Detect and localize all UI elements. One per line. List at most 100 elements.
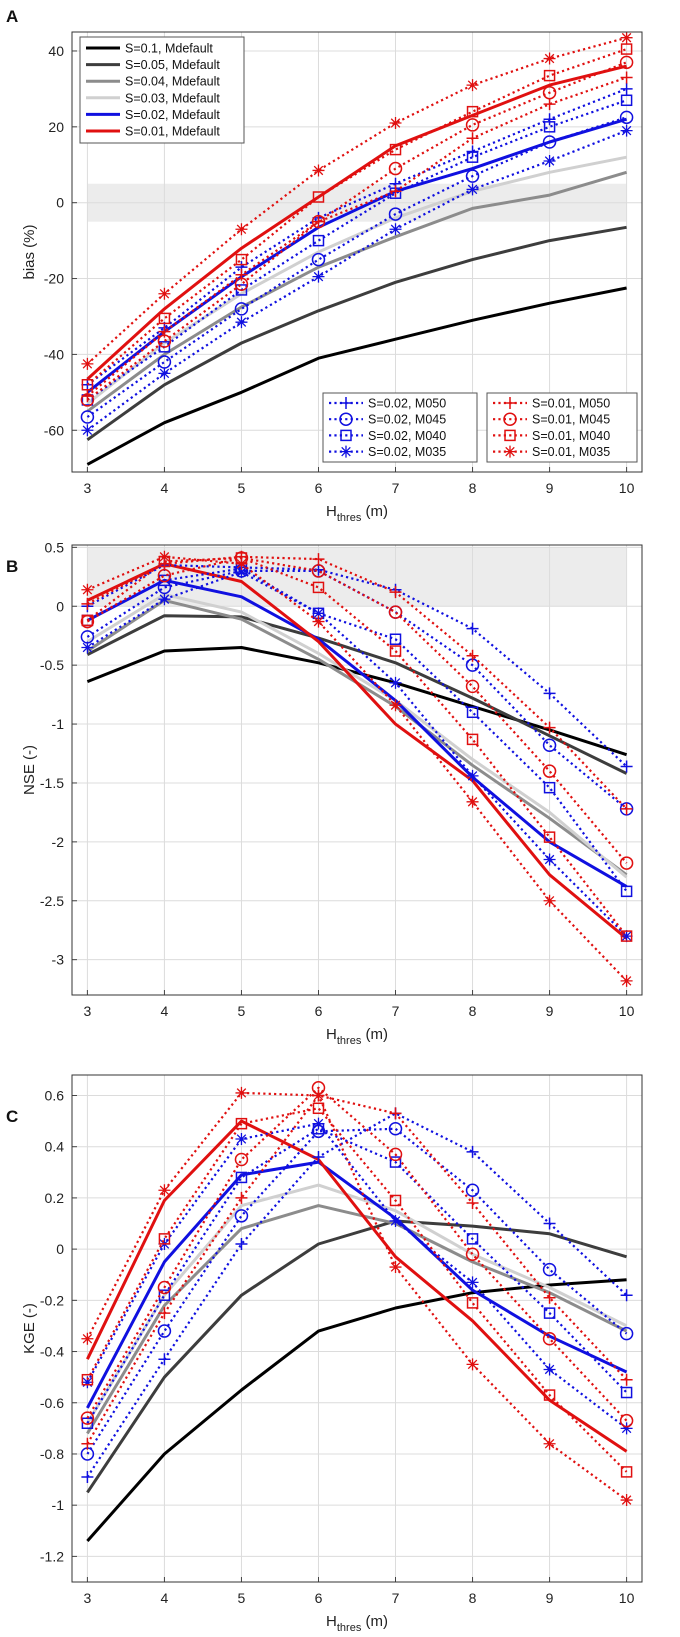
data-marker [542, 738, 557, 753]
x-tick-label: 3 [84, 480, 92, 496]
y-tick-label: 0.6 [45, 1087, 65, 1103]
series-line [86, 1091, 628, 1501]
data-marker [619, 1326, 634, 1341]
x-tick-label: 4 [161, 1003, 169, 1019]
legend-entry: S=0.02, M045 [329, 412, 446, 427]
data-marker [312, 1150, 325, 1163]
data-marker [542, 135, 557, 149]
data-marker [542, 1262, 557, 1277]
legend-marker [504, 397, 516, 409]
data-marker [81, 583, 94, 596]
data-marker [543, 154, 556, 167]
data-marker [620, 1422, 633, 1435]
series-line [86, 1086, 628, 1422]
data-marker [620, 1386, 633, 1399]
data-marker [389, 185, 402, 198]
legend-label: S=0.05, Mdefault [125, 58, 220, 72]
data-marker [543, 1291, 556, 1304]
series-line [86, 646, 628, 757]
data-marker [388, 207, 403, 221]
y-tick-label: -1.2 [40, 1548, 64, 1564]
y-tick-label: 0 [56, 598, 64, 614]
data-marker [542, 1331, 557, 1346]
data-marker [312, 270, 325, 283]
x-tick-label: 4 [161, 1590, 169, 1606]
x-tick-label: 10 [619, 1003, 635, 1019]
data-marker [235, 284, 248, 296]
data-marker [543, 121, 556, 133]
data-marker [81, 379, 94, 391]
data-marker [158, 593, 171, 606]
legend-marker [503, 412, 517, 426]
panel-c-kge-chart: 3 4 5 6 7 8 9 10 -1.2 -1 -0.8 -0.6 -0.4 -0.2 0 0.2 0.4 0.… [21, 1074, 643, 1634]
series-group [80, 1081, 634, 1542]
data-marker [465, 1183, 480, 1197]
data-marker [466, 1145, 479, 1158]
x-tick-label: 7 [392, 1003, 400, 1019]
data-marker [466, 733, 479, 746]
legend-entry: S=0.01, M050 [493, 397, 610, 411]
series-line [86, 1094, 628, 1445]
series-line [86, 76, 627, 397]
data-marker [388, 605, 403, 619]
series-line [86, 555, 628, 982]
data-marker [157, 1280, 172, 1295]
x-tick-label: 10 [619, 480, 635, 496]
data-marker [81, 357, 94, 370]
data-marker [388, 1147, 403, 1162]
series-line [86, 1127, 628, 1455]
legend-red-variants: S=0.01, M050 S=0.01, M045 S=0.01, M040 S=0.… [486, 392, 638, 463]
y-tick-label: 40 [48, 43, 64, 59]
legend-box [322, 392, 478, 463]
legend-label: S=0.01, M050 [532, 397, 610, 411]
legend-label: S=0.02, Mdefault [125, 108, 220, 122]
data-marker [311, 564, 326, 578]
data-marker [235, 1191, 248, 1204]
data-marker [312, 615, 325, 628]
series-line [86, 1160, 628, 1409]
data-marker [619, 1413, 634, 1428]
data-marker [620, 71, 633, 84]
data-marker [389, 223, 402, 236]
x-tick-label: 9 [546, 1003, 554, 1019]
x-tick-label: 6 [315, 1590, 323, 1606]
x-tick-label: 3 [84, 1003, 92, 1019]
data-marker [312, 191, 325, 203]
data-marker [81, 614, 94, 627]
data-marker [619, 110, 634, 125]
data-marker [466, 183, 479, 196]
data-marker [466, 1233, 479, 1245]
panel-b-nse-chart: 3 4 5 6 7 8 9 10 -3 -2.5 -2 -1.5 -1 -0.5 0 0.5 Hthres (m… [21, 539, 643, 1047]
data-marker [80, 410, 95, 424]
x-tick-label: 7 [392, 480, 400, 496]
series-line [86, 1183, 628, 1424]
legend-entry: S=0.02, Mdefault [86, 108, 220, 122]
x-tick-label: 8 [469, 480, 477, 496]
panel-label-b: B [6, 557, 18, 576]
data-marker [389, 1261, 402, 1274]
data-marker [543, 721, 556, 734]
data-marker [543, 52, 556, 65]
y-tick-label: 0.2 [45, 1190, 65, 1206]
series-group [80, 32, 634, 466]
data-marker [543, 1389, 556, 1401]
y-tick-label: -0.4 [40, 1344, 64, 1360]
series-line [86, 578, 628, 888]
data-marker [389, 1107, 402, 1120]
x-tick-label: 9 [546, 1590, 554, 1606]
x-tick-label: 6 [315, 480, 323, 496]
data-marker [312, 563, 325, 576]
data-marker [312, 607, 325, 620]
legend-entry: S=0.02, M050 [329, 397, 446, 411]
x-axis-label: Hthres (m) [326, 1613, 388, 1634]
data-marker [620, 82, 633, 95]
y-tick-label: -2 [52, 834, 65, 850]
x-tick-label: 9 [546, 480, 554, 496]
x-axis-label: Hthres (m) [326, 503, 388, 524]
data-marker [234, 1209, 249, 1223]
data-marker [466, 151, 479, 163]
series-line [86, 1107, 628, 1473]
series-line [86, 36, 627, 365]
data-marker [543, 831, 556, 843]
data-marker [312, 234, 325, 247]
